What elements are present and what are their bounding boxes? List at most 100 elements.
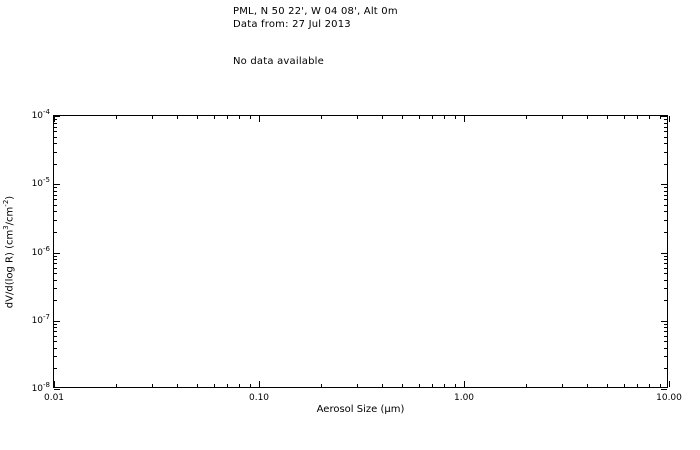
x-axis-tick-major <box>54 381 55 387</box>
y-axis-tick-major <box>661 184 667 185</box>
y-axis-tick-minor <box>54 300 57 301</box>
y-axis-tick-minor <box>664 368 667 369</box>
y-axis-tick-minor <box>54 327 57 328</box>
y-axis-tick-minor <box>664 259 667 260</box>
y-axis-tick-label: 10-8 <box>31 381 50 395</box>
y-axis-tick-minor <box>54 187 57 188</box>
x-axis-tick-major <box>259 381 260 387</box>
y-axis-title: dV/d(log R) (cm3/cm-2) <box>2 195 16 307</box>
x-axis-tick-minor <box>624 116 625 119</box>
y-axis-tick-major <box>54 253 60 254</box>
y-axis-tick-minor <box>54 211 57 212</box>
y-axis-tick-minor <box>664 164 667 165</box>
x-axis-tick-minor <box>402 116 403 119</box>
y-axis-tick-major <box>661 321 667 322</box>
y-axis-tick-minor <box>54 152 57 153</box>
y-axis-tick-minor <box>664 341 667 342</box>
x-axis-tick-minor <box>432 384 433 387</box>
y-axis-tick-minor <box>664 191 667 192</box>
y-axis-tick-minor <box>54 280 57 281</box>
x-axis-tick-major <box>464 116 465 122</box>
x-axis-tick-major <box>669 116 670 122</box>
y-axis-tick-label: 10-5 <box>31 176 50 190</box>
x-axis-tick-minor <box>214 384 215 387</box>
x-axis-tick-minor <box>624 384 625 387</box>
y-axis-tick-minor <box>664 152 667 153</box>
x-axis-tick-minor <box>116 116 117 119</box>
x-axis-tick-minor <box>455 384 456 387</box>
x-axis-tick-minor <box>637 116 638 119</box>
y-axis-title-end: ) <box>4 195 16 200</box>
y-axis-tick-minor <box>664 211 667 212</box>
x-axis-tick-minor <box>607 384 608 387</box>
x-axis-tick-minor <box>649 116 650 119</box>
y-axis-tick-minor <box>54 273 57 274</box>
x-axis-tick-minor <box>214 116 215 119</box>
y-axis-tick-minor <box>54 331 57 332</box>
y-axis-tick-minor <box>664 187 667 188</box>
y-axis-tick-minor <box>54 288 57 289</box>
x-axis-tick-minor <box>250 116 251 119</box>
y-axis-title-exp1: 3 <box>2 224 11 230</box>
y-axis-tick-minor <box>664 327 667 328</box>
chart-title-block: PML, N 50 22', W 04 08', Alt 0m Data fro… <box>233 5 398 31</box>
x-axis-tick-minor <box>444 116 445 119</box>
x-axis-tick-minor <box>587 384 588 387</box>
y-axis-tick-minor <box>664 195 667 196</box>
y-axis-tick-major <box>54 389 60 390</box>
x-axis-tick-minor <box>227 116 228 119</box>
y-axis-tick-minor <box>54 205 57 206</box>
y-axis-tick-major <box>54 184 60 185</box>
y-axis-tick-minor <box>54 137 57 138</box>
y-axis-tick-minor <box>54 268 57 269</box>
y-axis-title-container: dV/d(log R) (cm3/cm-2) <box>0 115 20 388</box>
plot-frame: 10-4 10-5 10-6 10-7 10-8 0.01 0.10 1.00 10.00 <box>32 109 682 404</box>
chart-title-location: PML, N 50 22', W 04 08', Alt 0m <box>233 6 398 17</box>
y-axis-tick-minor <box>664 288 667 289</box>
x-axis-tick-major <box>259 116 260 122</box>
y-axis-tick-minor <box>54 143 57 144</box>
y-axis-tick-minor <box>664 123 667 124</box>
y-axis-tick-minor <box>664 199 667 200</box>
x-axis-tick-minor <box>649 384 650 387</box>
y-axis-tick-major <box>54 116 60 117</box>
y-axis-tick-minor <box>54 259 57 260</box>
y-axis-tick-minor <box>54 232 57 233</box>
y-axis-tick-minor <box>54 336 57 337</box>
x-axis-tick-minor <box>239 116 240 119</box>
x-axis-tick-minor <box>637 384 638 387</box>
y-axis-tick-minor <box>664 119 667 120</box>
x-axis-tick-minor <box>357 384 358 387</box>
y-axis-tick-major <box>661 389 667 390</box>
x-axis-tick-minor <box>152 116 153 119</box>
x-axis-tick-minor <box>607 116 608 119</box>
x-axis-tick-minor <box>562 384 563 387</box>
x-axis-tick-label: 0.10 <box>248 393 270 403</box>
x-axis-tick-label: 10.00 <box>656 393 682 403</box>
plot-area: 10-4 10-5 10-6 10-7 10-8 0.01 0.10 1.00 10.00 <box>32 109 682 404</box>
y-axis-tick-label: 10-7 <box>31 313 50 327</box>
x-axis-tick-minor <box>432 116 433 119</box>
y-axis-title-exp2: -2 <box>2 199 11 207</box>
y-axis-tick-minor <box>664 356 667 357</box>
y-axis-tick-minor <box>54 191 57 192</box>
y-axis-tick-minor <box>664 127 667 128</box>
y-axis-tick-minor <box>664 263 667 264</box>
y-axis-tick-label: 10-6 <box>31 245 50 259</box>
y-axis-tick-minor <box>54 256 57 257</box>
x-axis-tick-minor <box>116 384 117 387</box>
x-axis-tick-minor <box>357 116 358 119</box>
y-axis-tick-major <box>54 321 60 322</box>
x-axis-tick-minor <box>526 116 527 119</box>
x-axis-tick-minor <box>455 116 456 119</box>
x-axis-tick-minor <box>660 116 661 119</box>
y-axis-tick-minor <box>664 324 667 325</box>
y-axis-tick-minor <box>664 205 667 206</box>
y-axis-tick-minor <box>664 300 667 301</box>
y-axis-tick-minor <box>54 199 57 200</box>
x-axis-tick-major <box>54 116 55 122</box>
chart-title-date: Data from: 27 Jul 2013 <box>233 19 351 30</box>
y-axis-tick-minor <box>54 263 57 264</box>
x-axis-tick-minor <box>562 116 563 119</box>
